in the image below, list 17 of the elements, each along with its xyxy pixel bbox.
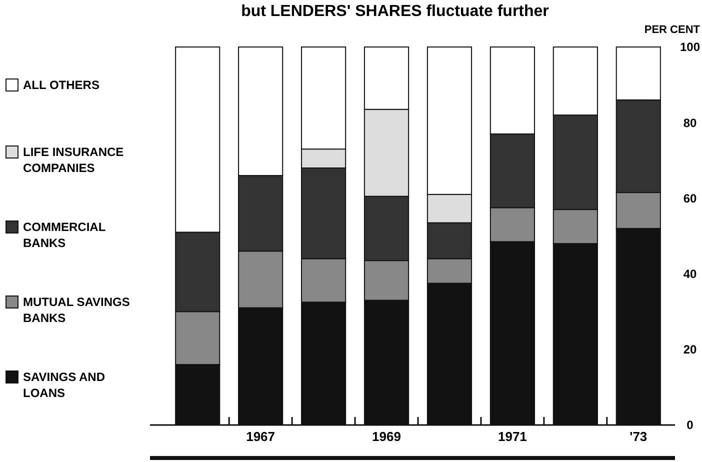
- y-tick-label: 40: [683, 267, 697, 281]
- legend-label: COMMERCIAL BANKS: [23, 220, 106, 250]
- y-tick-label: 0: [686, 418, 694, 432]
- x-tick-label: '73: [630, 429, 648, 444]
- x-tick-label: 1971: [498, 429, 527, 444]
- legend-label: ALL OTHERS: [23, 78, 100, 92]
- legend-label: LIFE INSURANCE COMPANIES: [23, 145, 124, 176]
- legend-label: SAVINGS AND LOANS: [23, 370, 106, 400]
- x-tick-label: 1969: [372, 429, 401, 444]
- y-tick-label: 20: [683, 342, 697, 357]
- y-axis-title: PER CENT: [644, 24, 700, 36]
- y-tick-label: 100: [680, 40, 700, 54]
- y-tick-label: 80: [683, 116, 697, 130]
- chart-title: but LENDERS' SHARES fluctuate further: [241, 3, 549, 20]
- y-tick-label: 60: [683, 191, 697, 206]
- x-tick-label: 1967: [246, 429, 276, 444]
- legend-label: MUTUAL SAVINGS BANKS: [23, 295, 130, 326]
